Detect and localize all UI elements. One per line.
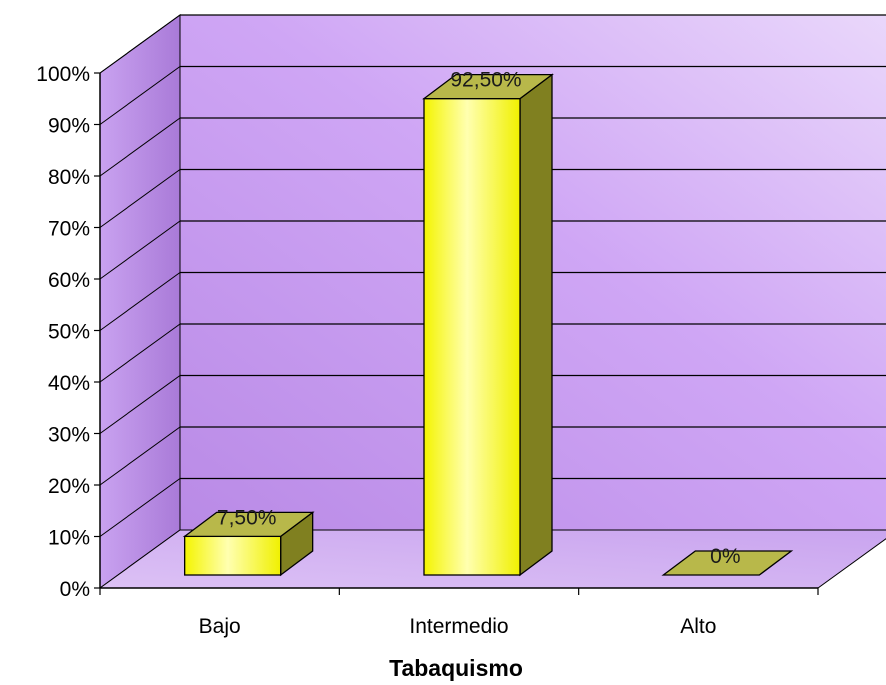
bar-front: [423, 97, 521, 576]
gridline-side: [99, 117, 181, 177]
x-tick-label: Bajo: [199, 615, 241, 638]
y-tick-label: 100%: [36, 63, 90, 86]
x-axis-tick-labels: Bajo Intermedio Alto: [199, 615, 717, 638]
bar-side: [519, 73, 553, 577]
gridline-side: [99, 272, 181, 331]
bar-top: [661, 550, 794, 576]
data-label: 7,50%: [217, 506, 277, 529]
y-tick-label: 40%: [48, 372, 90, 395]
gridline-side: [99, 323, 181, 383]
y-tick-label: 80%: [48, 166, 90, 189]
y-tick-label: 10%: [48, 527, 90, 550]
gridline-side: [99, 66, 181, 125]
y-tick-label: 90%: [48, 115, 90, 138]
y-tick-label: 60%: [48, 269, 90, 292]
gridline-side: [99, 426, 181, 486]
x-axis-title: Tabaquismo: [389, 655, 523, 681]
y-tick-label: 20%: [48, 475, 90, 498]
y-tick-label: 30%: [48, 424, 90, 447]
gridline-side: [99, 14, 181, 74]
y-tick-label: 70%: [48, 218, 90, 241]
data-label: 0%: [710, 545, 740, 568]
data-label: 92,50%: [450, 69, 521, 92]
bar-front: [184, 535, 282, 576]
x-tick-label: Intermedio: [409, 615, 508, 638]
y-tick-label: 50%: [48, 321, 90, 344]
bar-top: [422, 73, 554, 100]
x-tick-label: Alto: [680, 615, 716, 638]
bars: [182, 73, 794, 577]
gridline-side: [99, 478, 181, 537]
bar-alto: [661, 550, 794, 576]
y-axis-ticks: 0% 10% 20% 30% 40% 50% 60% 70% 80% 90% 100%: [36, 63, 100, 601]
bar-intermedio: [422, 73, 554, 577]
gridline-side: [99, 169, 181, 228]
gridline-side: [99, 375, 181, 434]
bar-bajo: [182, 511, 315, 577]
data-labels: 7,50% 92,50% 0%: [217, 69, 741, 568]
gridline-side: [99, 220, 181, 280]
bar-top: [182, 511, 315, 538]
y-tick-label: 0%: [60, 578, 90, 601]
